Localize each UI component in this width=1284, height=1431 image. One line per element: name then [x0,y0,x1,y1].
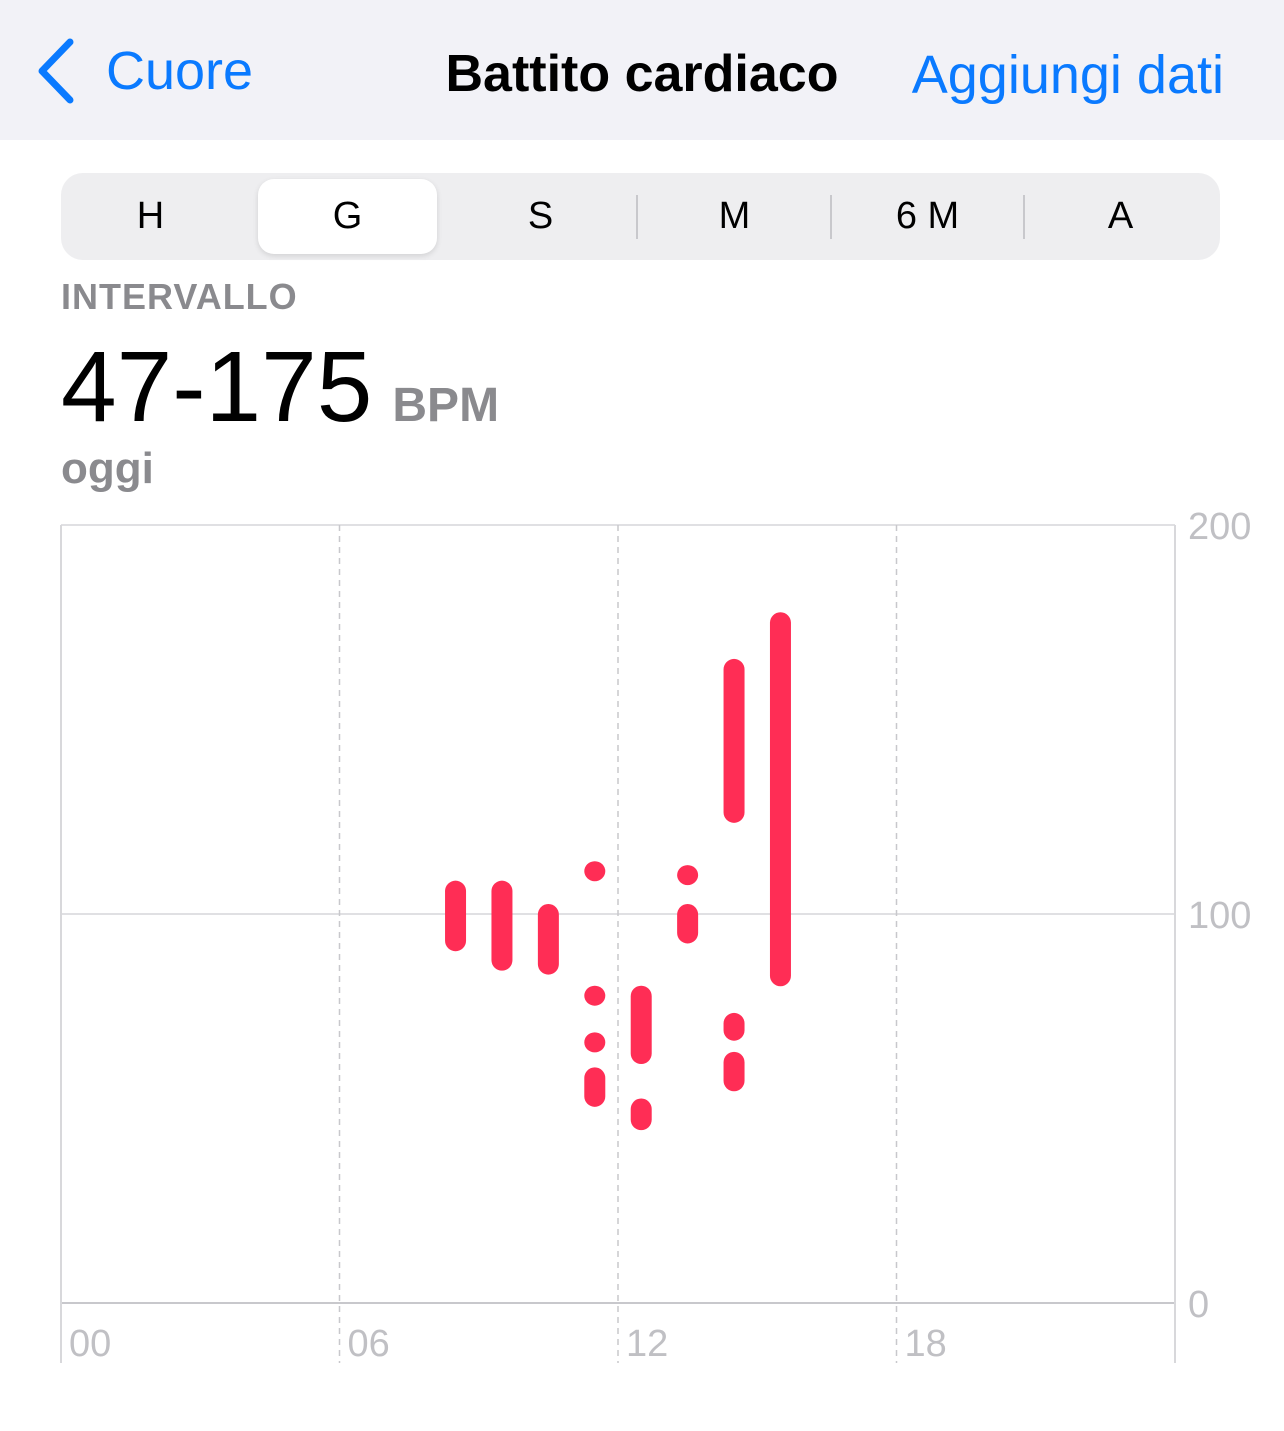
segment-h[interactable]: H [136,195,165,237]
heart-rate-range-bar [723,1051,745,1092]
heart-rate-range-bar [723,658,745,823]
heart-rate-range-bar [584,861,606,882]
heart-rate-range-bar [537,904,559,975]
range-value-number: 47-175 [61,331,373,443]
x-tick-label: 12 [626,1323,668,1365]
heart-rate-range-bar [769,612,791,987]
page-title-text: Battito cardiaco [445,45,839,103]
segment-6m[interactable]: 6 M [895,195,960,237]
heart-rate-range-bar [630,1098,652,1131]
heart-rate-range-bar [723,1012,745,1041]
back-button[interactable]: Cuore [36,38,253,104]
heart-rate-range-bar [584,985,606,1006]
segment-m[interactable]: M [718,195,751,237]
navigation-bar: Cuore Battito cardiaco Aggiungi dati [0,0,1284,140]
segment-g[interactable]: G [258,179,437,254]
segment-divider [830,195,832,239]
back-label: Cuore [106,41,254,101]
segment-s[interactable]: S [527,195,554,237]
heart-rate-range-bar [445,880,467,952]
segment-divider [636,195,638,239]
x-tick-label: 06 [348,1323,390,1365]
add-data-button[interactable]: Aggiungi dati [911,45,1224,105]
segment-a[interactable]: A [1107,195,1134,237]
y-tick-label: 100 [1188,895,1251,937]
segment-divider [1023,195,1025,239]
heart-rate-range-bar [584,1032,606,1053]
heart-rate-range-bar [584,1067,606,1107]
x-tick-label: 00 [69,1323,111,1365]
chevron-left-icon [38,38,74,104]
date-label: oggi [61,444,154,493]
range-unit: BPM [392,379,500,432]
heart-rate-range-bar [491,880,513,971]
y-tick-label: 200 [1188,506,1251,548]
heart-rate-range-bar [677,904,699,944]
heart-rate-range-bar [630,985,652,1065]
time-range-segmented-control: H G S M 6 M A [61,173,1220,260]
x-tick-label: 18 [905,1323,947,1365]
range-label: INTERVALLO [61,276,298,317]
heart-rate-range-bar [677,865,699,886]
page-title: Battito cardiaco [0,44,1284,104]
y-tick-label: 0 [1188,1284,1209,1326]
range-value: 47-175 BPM [61,330,499,445]
